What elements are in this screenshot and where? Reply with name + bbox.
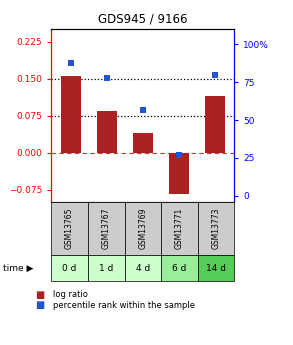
Text: ■: ■ [35,290,45,300]
Text: 4 d: 4 d [136,264,150,273]
Bar [61,76,81,152]
Bar [205,96,224,152]
Point [69,60,73,65]
Text: ■: ■ [35,300,45,310]
Text: GSM13767: GSM13767 [102,208,111,249]
Point [176,152,181,158]
Text: 6 d: 6 d [172,264,187,273]
Text: 0 d: 0 d [62,264,77,273]
Text: log ratio: log ratio [53,290,88,299]
Point [141,107,145,112]
Bar [169,152,189,195]
Text: GSM13769: GSM13769 [138,208,147,249]
Point [212,72,217,78]
Text: GSM13773: GSM13773 [212,208,221,249]
Text: 14 d: 14 d [206,264,226,273]
Text: time ▶: time ▶ [3,264,33,273]
Bar [133,133,153,152]
Text: 1 d: 1 d [99,264,113,273]
Text: GSM13765: GSM13765 [65,208,74,249]
Point [105,75,109,80]
Text: GSM13771: GSM13771 [175,208,184,249]
Bar [97,111,117,152]
Text: percentile rank within the sample: percentile rank within the sample [53,301,195,310]
Text: GDS945 / 9166: GDS945 / 9166 [98,12,188,25]
